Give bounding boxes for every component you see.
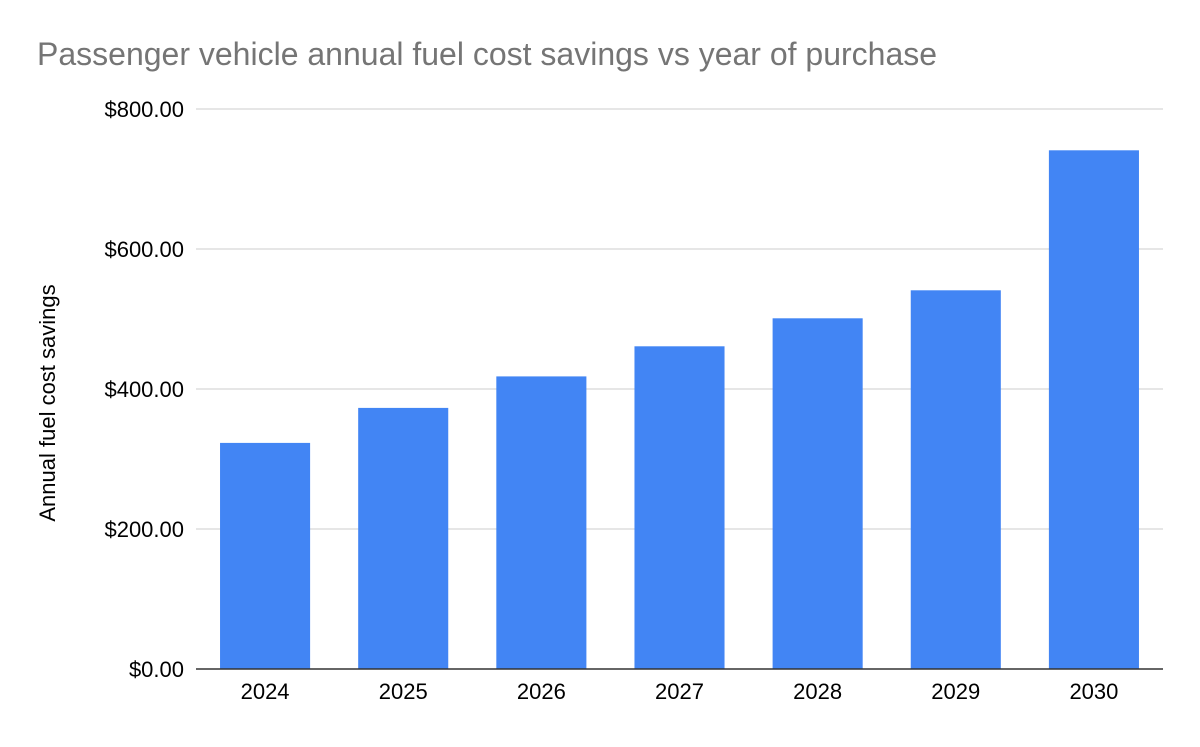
bars bbox=[220, 150, 1139, 670]
bar-2027 bbox=[634, 346, 725, 669]
bar-2030 bbox=[1048, 150, 1139, 670]
y-tick-label: $600.00 bbox=[104, 237, 184, 262]
y-tick-label: $400.00 bbox=[104, 377, 184, 402]
x-tick-labels: 2024 2025 2026 2027 2028 2029 2030 bbox=[241, 679, 1119, 704]
x-tick-label: 2029 bbox=[931, 679, 980, 704]
x-tick-label: 2028 bbox=[793, 679, 842, 704]
x-tick-label: 2024 bbox=[241, 679, 290, 704]
x-tick-label: 2030 bbox=[1069, 679, 1118, 704]
bar-2025 bbox=[358, 407, 449, 669]
bar-2029 bbox=[910, 290, 1001, 669]
x-tick-label: 2026 bbox=[517, 679, 566, 704]
bar-2028 bbox=[772, 318, 863, 669]
bar-2026 bbox=[496, 376, 587, 669]
bar-2024 bbox=[220, 442, 311, 669]
y-tick-label: $800.00 bbox=[104, 97, 184, 122]
x-tick-label: 2027 bbox=[655, 679, 704, 704]
y-axis-title: Annual fuel cost savings bbox=[35, 284, 60, 521]
chart-title: Passenger vehicle annual fuel cost savin… bbox=[37, 36, 937, 72]
y-tick-label: $200.00 bbox=[104, 517, 184, 542]
y-tick-label: $0.00 bbox=[129, 657, 184, 682]
x-tick-label: 2025 bbox=[379, 679, 428, 704]
y-tick-labels: $0.00 $200.00 $400.00 $600.00 $800.00 bbox=[104, 97, 184, 682]
